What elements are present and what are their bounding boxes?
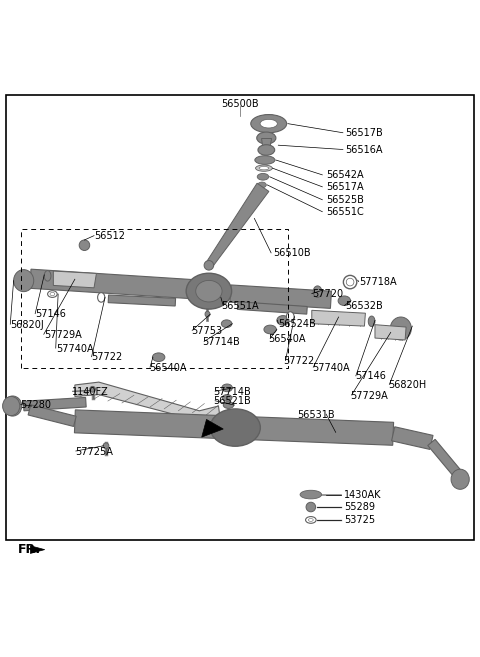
Ellipse shape [257, 132, 276, 144]
Ellipse shape [346, 279, 354, 286]
Text: 57720: 57720 [312, 289, 343, 299]
Ellipse shape [210, 409, 260, 446]
Text: FR.: FR. [17, 543, 41, 556]
Text: 56551A: 56551A [221, 301, 259, 311]
Ellipse shape [97, 292, 105, 302]
Polygon shape [312, 310, 365, 326]
Text: 56525B: 56525B [326, 195, 364, 205]
Polygon shape [30, 269, 209, 300]
Text: 55289: 55289 [344, 502, 375, 512]
Ellipse shape [277, 315, 289, 325]
Ellipse shape [309, 518, 313, 522]
Ellipse shape [368, 316, 375, 327]
Polygon shape [108, 295, 176, 306]
Text: 1140FZ: 1140FZ [72, 387, 108, 397]
Text: 57718A: 57718A [360, 277, 397, 287]
Ellipse shape [258, 182, 266, 188]
Text: 57146: 57146 [35, 309, 66, 319]
Text: 57280: 57280 [20, 400, 51, 410]
Text: 56820H: 56820H [388, 380, 427, 390]
Polygon shape [74, 410, 394, 445]
Ellipse shape [186, 273, 232, 309]
Polygon shape [392, 427, 433, 449]
Text: 57725A: 57725A [75, 447, 113, 457]
Text: 57722: 57722 [283, 356, 314, 366]
Ellipse shape [103, 443, 109, 449]
Text: 1430AK: 1430AK [344, 489, 382, 499]
Text: 57740A: 57740A [312, 363, 349, 373]
Ellipse shape [251, 114, 287, 133]
Ellipse shape [338, 296, 350, 306]
Ellipse shape [2, 396, 20, 416]
Text: 56531B: 56531B [298, 410, 335, 420]
Text: 57722: 57722 [92, 352, 123, 362]
Text: 56524B: 56524B [278, 319, 316, 328]
Text: 56517B: 56517B [345, 128, 383, 138]
Ellipse shape [90, 386, 96, 392]
Polygon shape [230, 285, 332, 308]
Text: 57729A: 57729A [44, 330, 82, 340]
Text: 56500B: 56500B [221, 99, 259, 108]
Polygon shape [53, 271, 96, 288]
Ellipse shape [3, 396, 22, 416]
Ellipse shape [44, 271, 51, 281]
Polygon shape [206, 183, 269, 267]
Ellipse shape [196, 281, 222, 302]
Ellipse shape [287, 312, 294, 321]
FancyBboxPatch shape [6, 95, 474, 540]
Ellipse shape [257, 173, 269, 180]
Text: 56521B: 56521B [214, 396, 252, 406]
Ellipse shape [255, 156, 275, 164]
Polygon shape [28, 405, 76, 426]
Ellipse shape [306, 502, 316, 512]
Polygon shape [202, 419, 223, 437]
Text: 57714B: 57714B [202, 337, 240, 347]
Ellipse shape [264, 325, 276, 334]
Ellipse shape [204, 261, 214, 270]
Text: 56540A: 56540A [149, 363, 187, 373]
Ellipse shape [222, 395, 232, 401]
Ellipse shape [13, 269, 34, 292]
Text: 56542A: 56542A [326, 170, 364, 180]
Polygon shape [30, 546, 45, 553]
Ellipse shape [222, 384, 232, 392]
Text: 56551C: 56551C [326, 207, 364, 217]
Ellipse shape [79, 240, 90, 250]
Text: 56517A: 56517A [326, 182, 364, 193]
Ellipse shape [390, 317, 411, 340]
Ellipse shape [306, 516, 316, 523]
Ellipse shape [221, 320, 232, 328]
Polygon shape [262, 139, 272, 149]
Text: 53725: 53725 [344, 515, 375, 525]
Ellipse shape [255, 165, 272, 171]
Text: 57740A: 57740A [56, 344, 93, 353]
Text: 57146: 57146 [355, 371, 386, 381]
Text: 56820J: 56820J [10, 320, 44, 330]
Ellipse shape [451, 469, 469, 489]
Polygon shape [24, 397, 86, 411]
Ellipse shape [258, 145, 275, 155]
Text: 57729A: 57729A [350, 390, 388, 401]
Polygon shape [75, 382, 220, 421]
Text: 57753: 57753 [191, 326, 222, 336]
Ellipse shape [50, 292, 55, 296]
Ellipse shape [343, 275, 357, 289]
Text: 56540A: 56540A [268, 334, 305, 344]
Polygon shape [375, 325, 406, 340]
Ellipse shape [260, 120, 277, 128]
Ellipse shape [313, 286, 322, 298]
Text: 56516A: 56516A [345, 145, 383, 155]
Text: 56532B: 56532B [345, 301, 383, 311]
Polygon shape [237, 302, 307, 314]
Ellipse shape [153, 353, 165, 361]
Ellipse shape [48, 290, 57, 298]
Text: 57714B: 57714B [214, 387, 252, 397]
Ellipse shape [300, 490, 322, 499]
Ellipse shape [223, 401, 234, 409]
Text: 56512: 56512 [94, 231, 125, 241]
Text: 56510B: 56510B [274, 248, 311, 258]
Polygon shape [428, 440, 464, 480]
Ellipse shape [259, 166, 269, 170]
Ellipse shape [205, 311, 210, 317]
